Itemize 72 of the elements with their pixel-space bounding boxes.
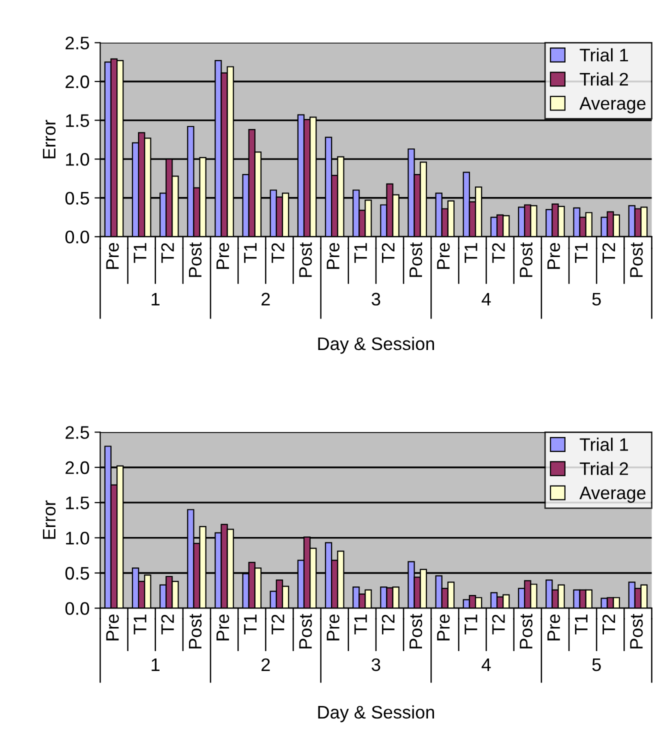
legend-label: Average — [579, 97, 646, 114]
x-tick-label: Pre — [106, 243, 119, 269]
x-tick-label: T2 — [382, 243, 394, 263]
x-tick-label: Pre — [547, 614, 560, 640]
x-tick-label: T2 — [492, 614, 505, 634]
x-tick-label: T2 — [602, 243, 616, 263]
text: 5 — [592, 292, 601, 306]
x-axis-title: Day & Session — [318, 336, 434, 354]
x-tick-label: Pre — [326, 614, 340, 640]
y-tick-label: 1.5 — [66, 496, 90, 510]
y-tick-label: 2.5 — [66, 426, 90, 439]
x-tick-label: T2 — [161, 614, 174, 634]
x-tick-label: T1 — [134, 243, 146, 263]
y-tick-label: 0.0 — [65, 230, 90, 244]
x-tick-label: Post — [299, 242, 312, 277]
x-tick-label: T1 — [575, 243, 588, 263]
x-tick-label: T1 — [354, 243, 367, 263]
legend-label: Trial 1 — [580, 48, 628, 62]
y-axis-title: Error — [42, 120, 56, 158]
text: 2 — [262, 658, 270, 671]
x-tick-label: T1 — [244, 614, 257, 634]
legend-label: Trial 1 — [580, 438, 628, 451]
x-tick-label: Post — [520, 614, 532, 648]
x-tick-label: T2 — [382, 614, 394, 634]
x-axis-title: Day & Session — [318, 705, 434, 722]
y-tick-label: 1.0 — [66, 153, 90, 166]
text: 4 — [482, 292, 491, 306]
x-tick-label: T1 — [134, 614, 146, 634]
legend-label: Trial 2 — [580, 72, 628, 86]
y-tick-label: 0.5 — [65, 192, 90, 205]
x-tick-label: Pre — [547, 243, 560, 269]
x-tick-label: T1 — [464, 614, 478, 634]
y-tick-label: 0.0 — [65, 602, 90, 615]
x-tick-label: Post — [520, 242, 532, 277]
x-tick-label: Post — [188, 614, 202, 648]
text: 1 — [152, 658, 160, 671]
x-tick-label: T1 — [464, 243, 478, 263]
legend-label: Average — [579, 486, 646, 503]
text: 2 — [262, 292, 270, 306]
x-tick-label: Pre — [106, 614, 119, 640]
x-tick-label: T2 — [492, 243, 505, 263]
x-tick-label: Pre — [437, 243, 450, 269]
x-tick-label: Pre — [216, 243, 230, 269]
x-tick-label: Pre — [216, 614, 230, 640]
x-tick-label: Post — [630, 614, 643, 648]
x-tick-label: T1 — [354, 614, 367, 634]
x-tick-label: Post — [410, 242, 422, 277]
text: 1 — [152, 292, 160, 306]
text: 4 — [482, 658, 491, 671]
y-tick-label: 2.0 — [66, 75, 90, 88]
x-tick-label: Post — [630, 242, 643, 277]
x-tick-label: T2 — [602, 614, 616, 634]
y-tick-label: 1.0 — [66, 532, 90, 544]
text: 3 — [372, 292, 380, 306]
y-tick-label: 2.5 — [66, 36, 90, 50]
x-tick-label: T2 — [272, 243, 284, 263]
x-tick-label: T2 — [161, 243, 174, 263]
text: 3 — [372, 658, 380, 672]
x-tick-label: T1 — [244, 243, 257, 263]
x-tick-label: T2 — [272, 614, 284, 634]
y-tick-label: 0.5 — [65, 566, 90, 580]
x-tick-label: Post — [299, 614, 312, 648]
x-tick-label: Pre — [326, 243, 340, 269]
y-tick-label: 1.5 — [66, 114, 90, 128]
x-tick-label: Post — [410, 614, 422, 648]
x-tick-label: Pre — [437, 614, 450, 640]
y-tick-label: 2.0 — [66, 461, 90, 474]
text: 5 — [592, 658, 601, 672]
x-tick-label: Post — [188, 242, 202, 277]
y-axis-title: Error — [42, 500, 56, 539]
x-tick-label: T1 — [575, 614, 588, 634]
legend-label: Trial 2 — [580, 462, 628, 476]
